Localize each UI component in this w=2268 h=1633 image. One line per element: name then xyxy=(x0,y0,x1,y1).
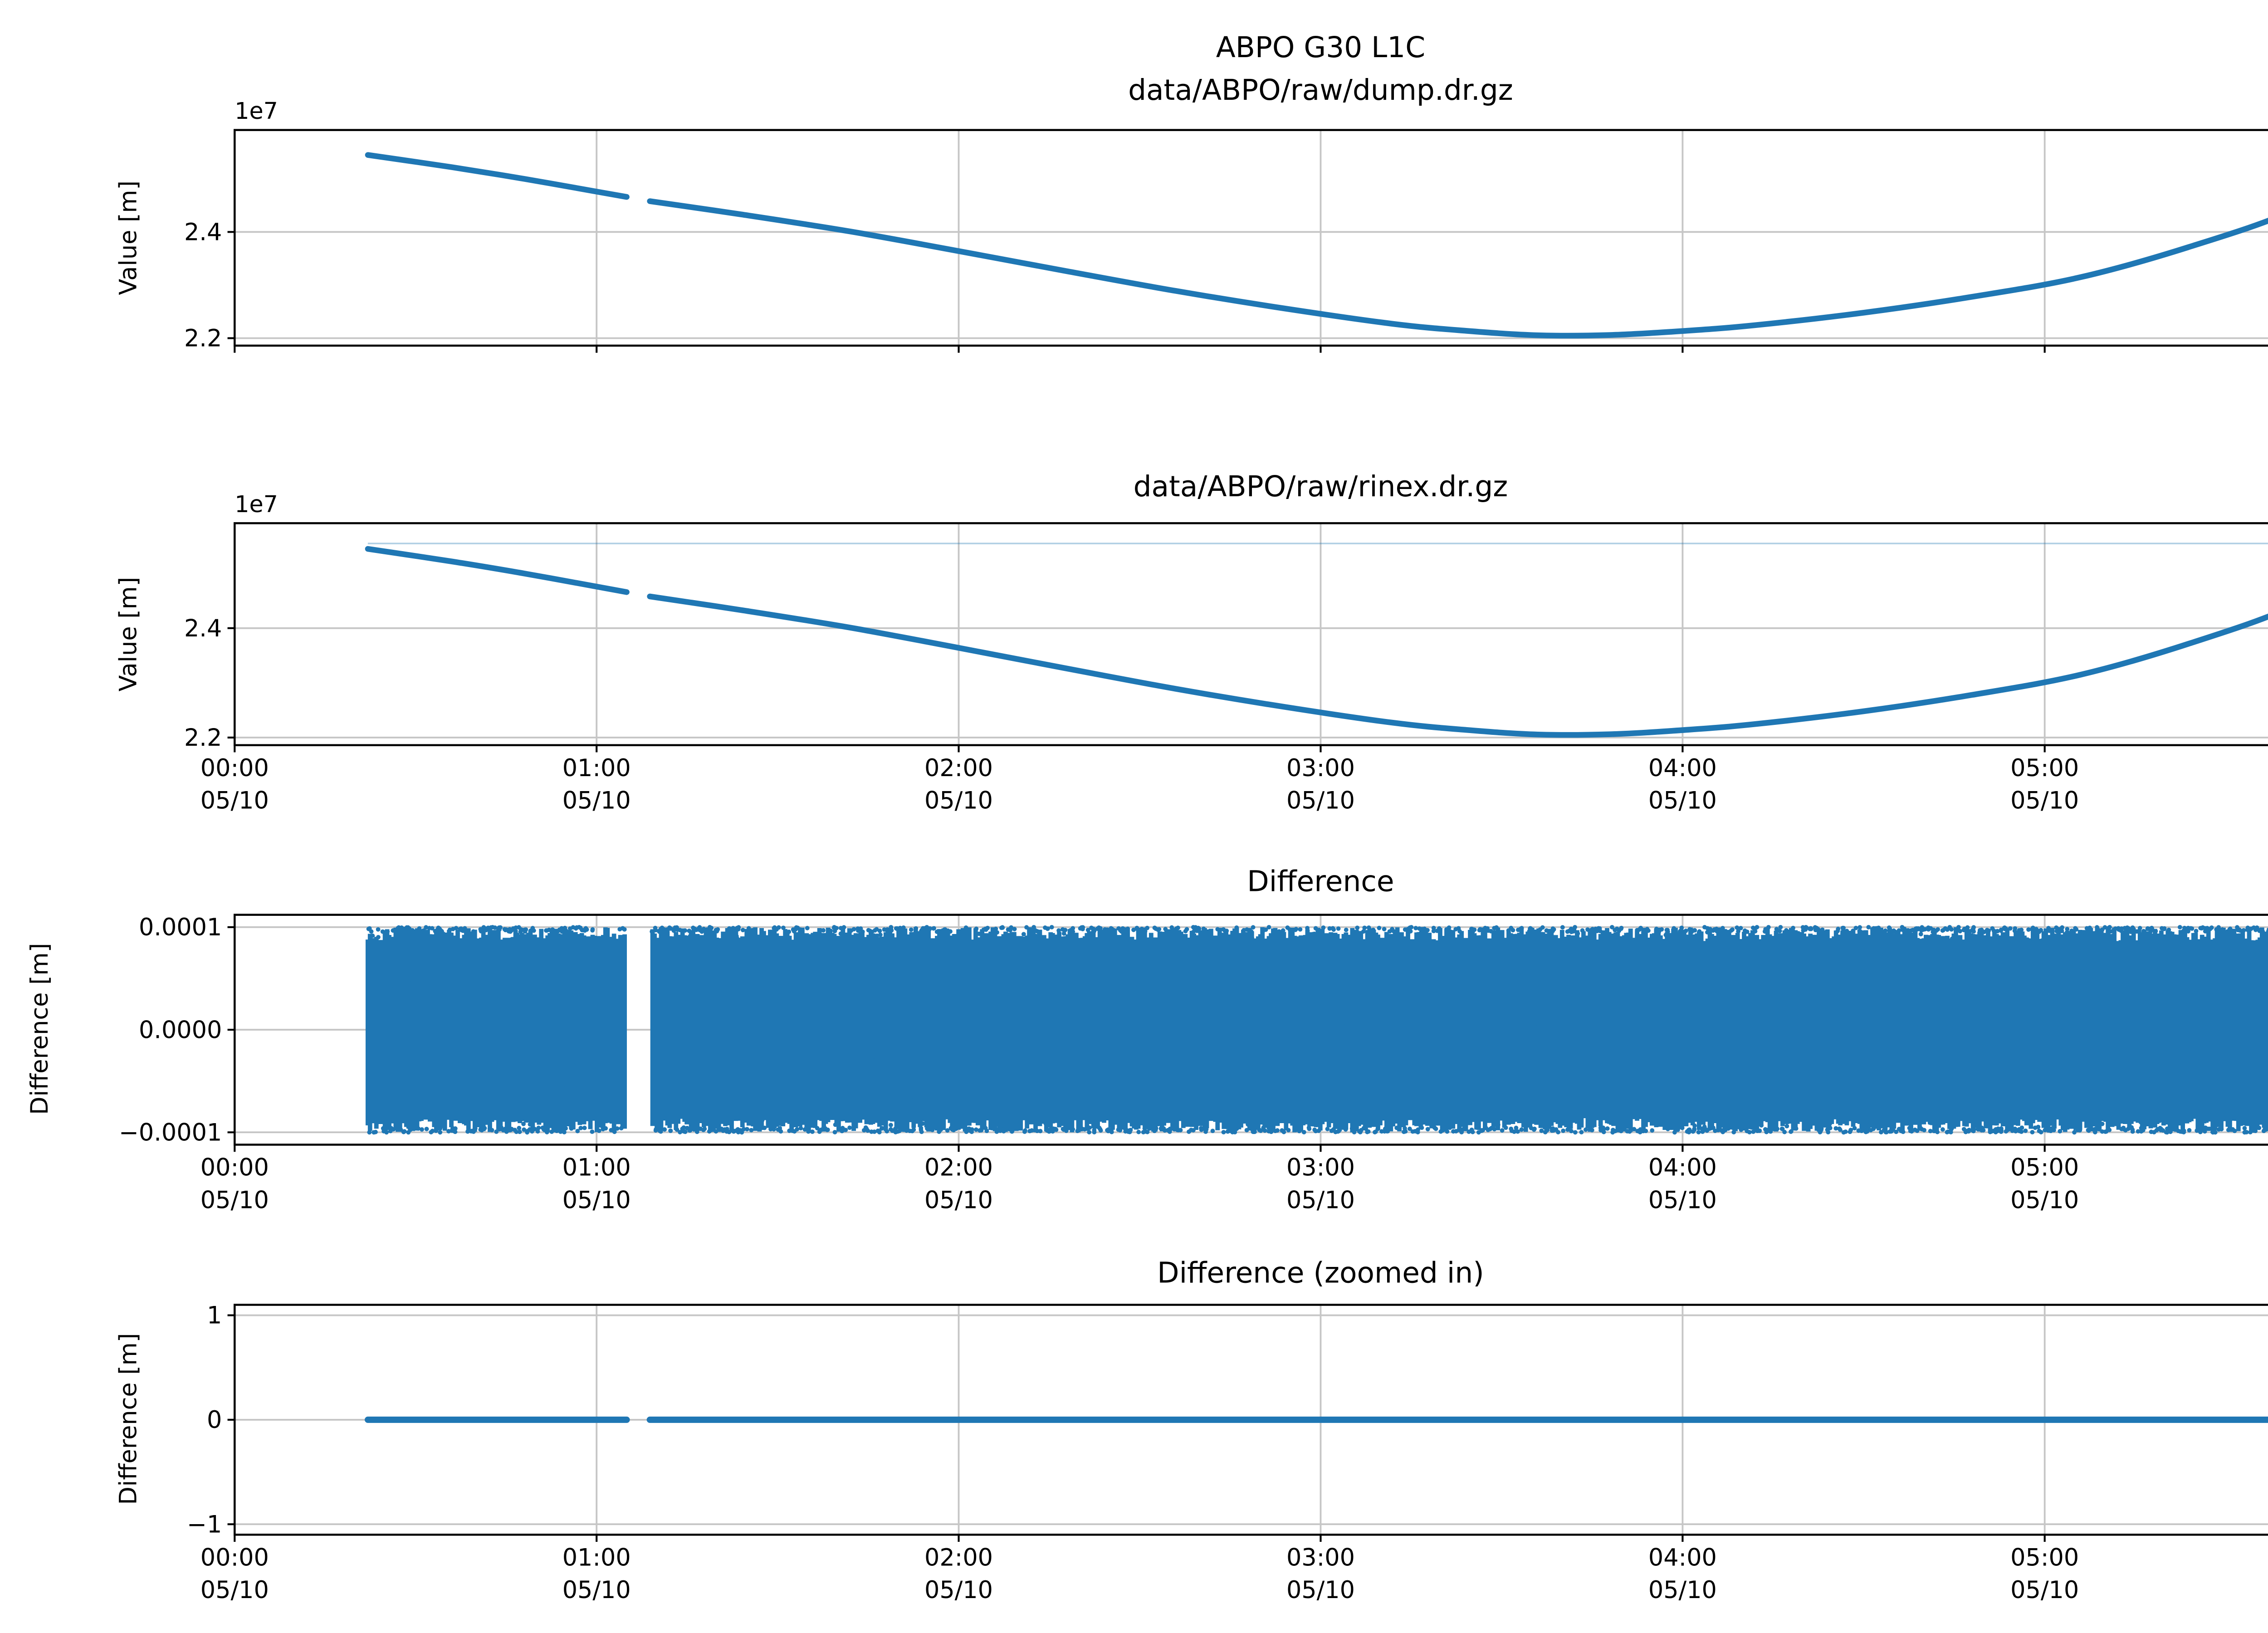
noise-scatter-dots xyxy=(366,925,2268,1135)
x-tick-date-label: 05/10 xyxy=(200,1186,269,1214)
tick-labels: 2.2 2.4 xyxy=(184,219,222,352)
x-tick-time-label: 05:00 xyxy=(2010,1544,2079,1571)
x-tick-date-label: 05/10 xyxy=(1648,1576,1717,1604)
axes-frame xyxy=(234,522,2268,746)
y-tick-label: 1 xyxy=(207,1302,222,1330)
x-tick-time-label: 01:00 xyxy=(562,1544,631,1571)
x-tick-date-label: 05/10 xyxy=(924,1576,993,1604)
x-tick-time-label: 02:00 xyxy=(924,754,993,782)
x-tick-date-label: 05/10 xyxy=(200,787,269,815)
y-offset-text-rinex: 1e7 xyxy=(235,491,278,518)
x-tick-date-label: 05/10 xyxy=(924,1186,993,1214)
ylabel-dump: Value [m] xyxy=(115,181,142,295)
x-tick-date-label: 05/10 xyxy=(924,787,993,815)
grid xyxy=(234,523,2268,745)
tick-labels: 1 0 −1 00:00 05/10 01:00 05/10 02:00 05/10 03:00 0… xyxy=(187,1302,2079,1604)
x-tick-time-label: 03:00 xyxy=(1286,754,1355,782)
x-tick-date-label: 05/10 xyxy=(200,1576,269,1604)
x-tick-time-label: 02:00 xyxy=(924,1154,993,1182)
ylabel-rinex: Value [m] xyxy=(115,577,142,692)
chart-title-rinex: data/ABPO/raw/rinex.dr.gz xyxy=(1134,470,1508,503)
x-tick-time-label: 00:00 xyxy=(200,1544,269,1571)
ylabel-difference: Difference [m] xyxy=(26,943,54,1115)
y-tick-label: 0 xyxy=(207,1406,222,1434)
x-tick-time-label: 01:00 xyxy=(562,1154,631,1182)
x-tick-date-label: 05/10 xyxy=(1286,1186,1355,1214)
data-line xyxy=(365,152,630,200)
y-tick-label: 2.4 xyxy=(184,219,222,246)
x-tick-time-label: 00:00 xyxy=(200,754,269,782)
x-tick-time-label: 04:00 xyxy=(1648,1154,1717,1182)
tick-labels: 2.2 2.4 00:00 05/10 01:00 05/10 02:00 05/10 03:0… xyxy=(184,615,2079,815)
tick-marks xyxy=(227,231,2046,353)
tick-marks xyxy=(227,1314,2046,1542)
y-tick-label: −0.0001 xyxy=(119,1119,222,1146)
subplot-difference-zoomed: 1 0 −1 00:00 05/10 01:00 05/10 02:00 05/10 03:00 0… xyxy=(187,1302,2268,1604)
grid xyxy=(234,130,2268,346)
chart-title-difference-zoomed: Difference (zoomed in) xyxy=(1157,1257,1484,1290)
y-offset-text-dump: 1e7 xyxy=(235,98,278,124)
y-tick-label: 2.4 xyxy=(184,615,222,642)
y-tick-label: 0.0001 xyxy=(139,914,222,941)
x-tick-date-label: 05/10 xyxy=(1648,1186,1717,1214)
chart-title-dump-line2: data/ABPO/raw/dump.dr.gz xyxy=(1128,73,1513,107)
x-tick-time-label: 01:00 xyxy=(562,754,631,782)
ylabel-difference-zoomed: Difference [m] xyxy=(115,1333,142,1505)
data-line xyxy=(365,546,630,595)
tick-labels: 0.0001 0.0000 −0.0001 00:00 05/10 01:00 05/10 0… xyxy=(119,914,2079,1214)
chart-title-difference: Difference xyxy=(1247,865,1394,898)
x-tick-date-label: 05/10 xyxy=(2010,787,2079,815)
subplot-dump: 2.2 2.4 xyxy=(184,129,2268,353)
figure-text: ABPO G30 L1C data/ABPO/raw/dump.dr.gz da… xyxy=(26,31,1513,1505)
x-tick-time-label: 04:00 xyxy=(1648,754,1717,782)
y-tick-label: 2.2 xyxy=(184,325,222,352)
x-tick-date-label: 05/10 xyxy=(562,787,631,815)
x-tick-time-label: 05:00 xyxy=(2010,1154,2079,1182)
tick-marks xyxy=(227,627,2046,753)
x-tick-time-label: 04:00 xyxy=(1648,1544,1717,1571)
x-tick-date-label: 05/10 xyxy=(1286,787,1355,815)
x-tick-time-label: 05:00 xyxy=(2010,754,2079,782)
x-tick-time-label: 02:00 xyxy=(924,1544,993,1571)
axes-frame xyxy=(234,129,2268,347)
data-line xyxy=(647,593,2268,738)
chart-title-dump-line1: ABPO G30 L1C xyxy=(1216,31,1425,64)
y-tick-label: 0.0000 xyxy=(139,1016,222,1044)
y-tick-label: 2.2 xyxy=(184,724,222,752)
x-tick-time-label: 03:00 xyxy=(1286,1154,1355,1182)
subplot-difference: 0.0001 0.0000 −0.0001 00:00 05/10 01:00 05/10 0… xyxy=(119,914,2268,1214)
x-tick-time-label: 00:00 xyxy=(200,1154,269,1182)
x-tick-date-label: 05/10 xyxy=(2010,1186,2079,1214)
data-line xyxy=(647,198,2268,339)
x-tick-date-label: 05/10 xyxy=(562,1576,631,1604)
x-tick-date-label: 05/10 xyxy=(1648,787,1717,815)
tick-marks xyxy=(227,926,2046,1152)
x-tick-date-label: 05/10 xyxy=(562,1186,631,1214)
y-tick-label: −1 xyxy=(187,1511,222,1538)
subplot-rinex: 2.2 2.4 00:00 05/10 01:00 05/10 02:00 05/10 03:0… xyxy=(184,522,2268,815)
x-tick-time-label: 03:00 xyxy=(1286,1544,1355,1571)
x-tick-date-label: 05/10 xyxy=(1286,1576,1355,1604)
x-tick-date-label: 05/10 xyxy=(2010,1576,2079,1604)
